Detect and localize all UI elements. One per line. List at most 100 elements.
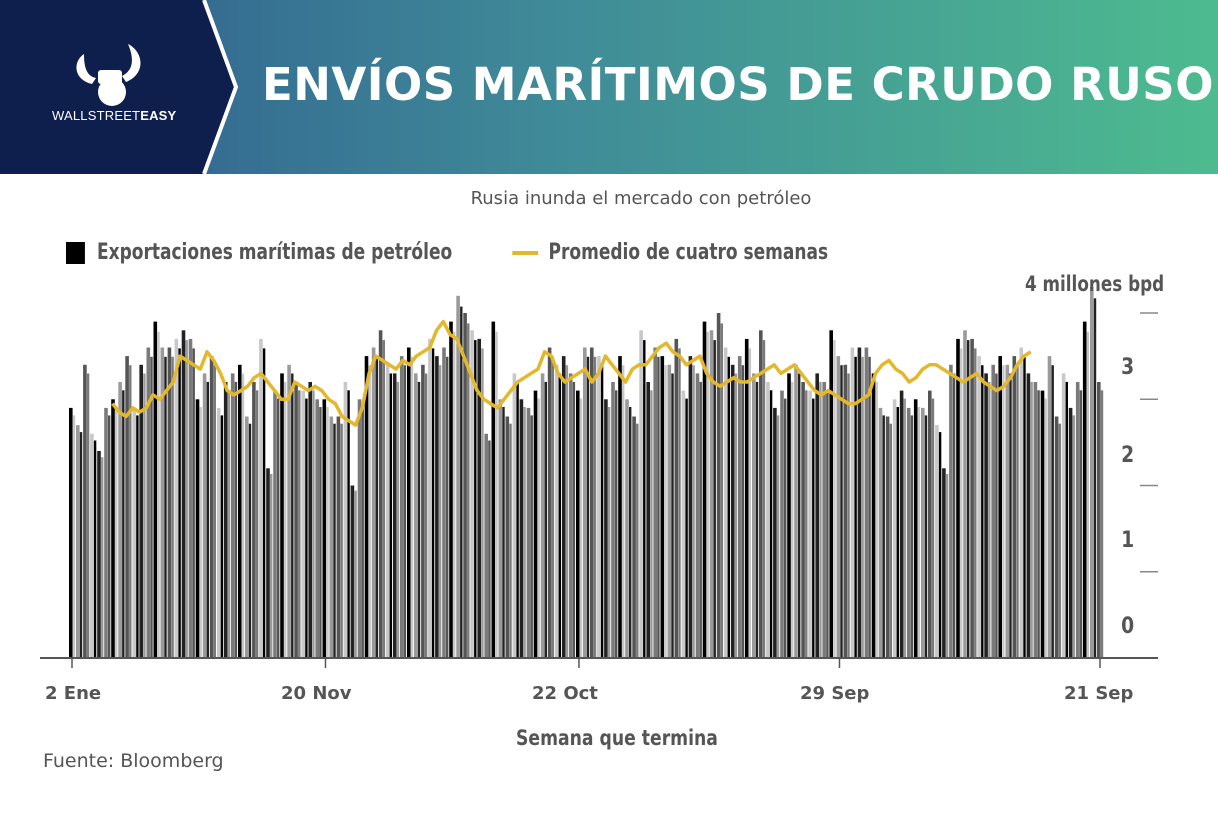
bar-week-shade-16 [185,340,188,658]
bar-week-shade-136 [1030,381,1033,658]
bar-week-53 [442,347,446,658]
bar-week-shade-128 [974,348,977,658]
bar-week-shade-146 [1100,390,1104,658]
bar-week-34 [308,382,312,658]
x-tick-2-ene: 2 Ene [45,683,102,704]
bar-week-7 [118,382,122,658]
bar-week-shade-26 [255,390,259,658]
bar-week-shade-116 [889,423,892,658]
bar-week-shade-140 [1058,423,1061,658]
bar-week-shade-17 [192,348,195,658]
bar-week-shade-107 [826,390,829,658]
bar-week-126 [956,338,960,658]
bar-week-93 [723,347,728,658]
bar-week-shade-113 [868,356,871,658]
bar-week-shade-63 [516,381,519,658]
average-line [111,319,1032,427]
bar-week-shade-83 [657,356,660,658]
header-banner: WALLSTREETEASY ENVÍOS MARÍTIMOS DE CRUDO… [0,0,1218,174]
bar-week-24 [238,364,242,659]
bar-week-shade-89 [699,381,702,658]
bar-week-shade-19 [206,381,209,658]
bar-week-shade-37 [333,423,336,658]
bar-week-72 [576,390,580,658]
bar-week-shade-71 [572,381,576,658]
bar-week-shade-7 [122,390,125,658]
bar-week-shade-109 [840,365,843,658]
bar-week-94 [730,364,735,659]
y-tick-2: 2 [1121,443,1135,468]
bar-week-shade-77 [615,390,618,658]
bar-week-shade-52 [438,365,442,658]
bar-week-shade-47 [403,365,407,658]
bar-week-shade-57 [474,340,477,658]
bar-week-shade-48 [410,356,414,658]
bar-week-shade-115 [882,415,885,658]
bar-week-112 [857,347,862,658]
bar-week-109 [836,356,841,658]
bar-week-shade-10 [143,373,146,658]
bar-week-shade-108 [833,340,836,658]
bar-week-115 [878,407,883,658]
bar-week-45 [385,364,390,659]
bar-week-146 [1097,382,1101,658]
bar-week-shade-28 [270,473,273,658]
bar-week-125 [949,364,953,659]
bar-week-shade-138 [1044,398,1047,658]
bar-week-77 [611,382,615,658]
bar-week-39 [343,382,348,658]
bar-week-43 [371,347,376,658]
x-tick-21-sep: 21 Sep [1064,683,1134,704]
bar-week-136 [1026,373,1031,658]
bar-week-shade-65 [530,415,533,658]
bar-week-1 [76,425,80,658]
legend-label-exports: Exportaciones marítimas de petróleo [96,240,453,265]
bar-week-56 [463,313,467,658]
bar-week-shade-105 [812,398,815,658]
bar-week-shade-69 [558,373,561,658]
bar-week-86 [674,338,679,658]
bar-week-shade-90 [706,331,709,658]
bar-week-21 [216,407,221,658]
bar-week-shade-80 [636,423,639,658]
bar-week-30 [280,373,284,658]
bar-week-44 [378,330,383,659]
bar-week-68 [547,347,552,658]
bar-week-29 [273,390,277,658]
bar-week-shade-123 [938,432,942,658]
bar-week-0 [69,407,73,658]
bar-week-32 [294,382,298,658]
bar-week-87 [681,390,686,658]
bar-week-shade-64 [523,407,526,658]
bar-week-shade-60 [495,331,498,658]
bar-week-shade-98 [762,340,766,658]
bar-week-shade-126 [960,348,963,658]
x-tick-29-sep: 29 Sep [800,683,870,704]
bar-week-shade-3 [93,440,97,658]
bar-week-shade-24 [241,373,245,658]
bar-week-105 [808,390,812,658]
bar-week-shade-110 [847,373,850,658]
bar-week-90 [702,321,707,658]
bar-week-63 [512,373,517,658]
bar-week-128 [970,338,974,658]
bar-week-shade-21 [220,415,224,658]
bar-week-101 [780,390,784,658]
bar-week-shade-121 [924,415,928,658]
bar-week-57 [470,330,474,659]
bar-week-2 [83,364,87,659]
y-tick-0: 0 [1121,614,1135,639]
bar-week-23 [230,373,235,658]
bar-week-shade-54 [453,331,456,658]
bar-week-shade-42 [368,365,371,658]
bar-week-27 [259,338,263,658]
bar-week-104 [801,382,805,658]
bar-week-shade-73 [586,356,590,658]
bar-week-shade-87 [685,398,688,658]
bar-week-59 [484,433,488,659]
bar-week-shade-104 [805,390,808,658]
bar-week-shade-120 [917,407,921,658]
bar-week-83 [653,347,657,658]
bar-week-33 [301,390,305,658]
bar-week-6 [111,399,115,659]
